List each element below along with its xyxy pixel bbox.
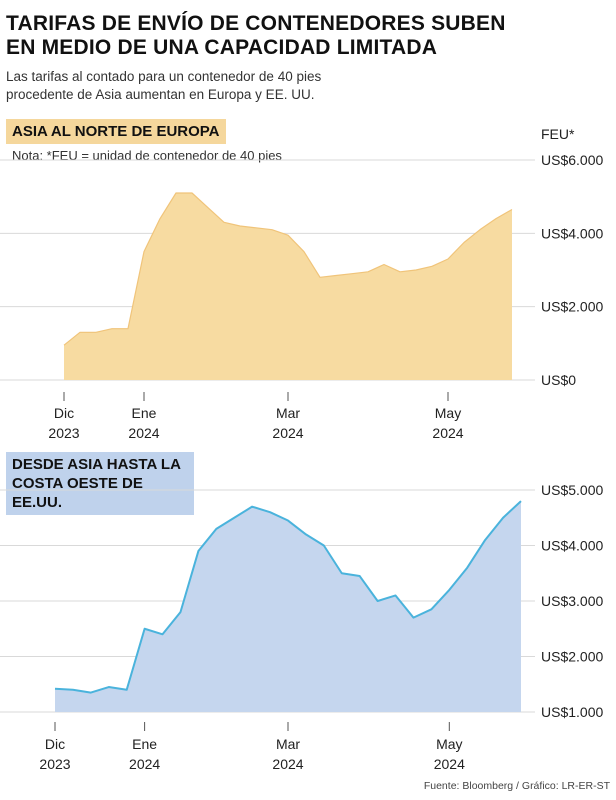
series-line (54, 500, 522, 694)
x-tick-label-year: 2023 (48, 425, 79, 441)
y-tick-label: US$2.000 (541, 299, 603, 315)
x-tick-label-month: Dic (54, 405, 74, 421)
x-tick-label-year: 2024 (272, 756, 303, 772)
panel-title-us-west-coast: DESDE ASIA HASTA LA COSTA OESTE DE EE.UU… (6, 452, 194, 515)
panel-title-europe: ASIA AL NORTE DE EUROPA (6, 119, 226, 144)
chart-title: TARIFAS DE ENVÍO DE CONTENEDORES SUBEN E… (6, 12, 606, 60)
title-line-1: TARIFAS DE ENVÍO DE CONTENEDORES SUBEN (6, 12, 506, 35)
series-line (63, 192, 513, 346)
x-tick-label-month: Dic (45, 736, 65, 752)
x-tick-label-year: 2024 (432, 425, 463, 441)
series-area (64, 193, 512, 380)
y-tick-label: US$3.000 (541, 593, 603, 609)
chart-subtitle: Las tarifas al contado para un contenedo… (6, 68, 426, 104)
x-tick-label-month: Ene (132, 405, 157, 421)
y-tick-label: US$6.000 (541, 152, 603, 168)
y-tick-label: US$1.000 (541, 704, 603, 720)
x-tick-label-month: Mar (276, 736, 300, 752)
x-tick-label-month: Ene (132, 736, 157, 752)
subtitle-line-1: Las tarifas al contado para un contenedo… (6, 69, 322, 84)
source-credit: Fuente: Bloomberg / Gráfico: LR-ER-ST (423, 780, 610, 792)
x-tick-label-month: May (435, 405, 461, 421)
y-tick-label: US$5.000 (541, 482, 603, 498)
panel-note: Nota: *FEU = unidad de contenedor de 40 … (12, 148, 282, 163)
x-tick-label-year: 2024 (434, 756, 465, 772)
x-tick-label-year: 2023 (39, 756, 70, 772)
subtitle-line-2: procedente de Asia aumentan en Europa y … (6, 87, 315, 102)
x-tick-label-year: 2024 (129, 756, 160, 772)
title-line-2: EN MEDIO DE UNA CAPACIDAD LIMITADA (6, 36, 438, 59)
x-tick-label-year: 2024 (128, 425, 159, 441)
y-tick-label: US$0 (541, 372, 576, 388)
x-tick-label-month: May (436, 736, 462, 752)
x-tick-label-month: Mar (276, 405, 300, 421)
x-tick-label-year: 2024 (272, 425, 303, 441)
y-tick-label: US$4.000 (541, 538, 603, 554)
unit-label: FEU* (541, 126, 575, 142)
y-tick-label: US$2.000 (541, 649, 603, 665)
series-area (55, 501, 521, 712)
y-tick-label: US$4.000 (541, 225, 603, 241)
